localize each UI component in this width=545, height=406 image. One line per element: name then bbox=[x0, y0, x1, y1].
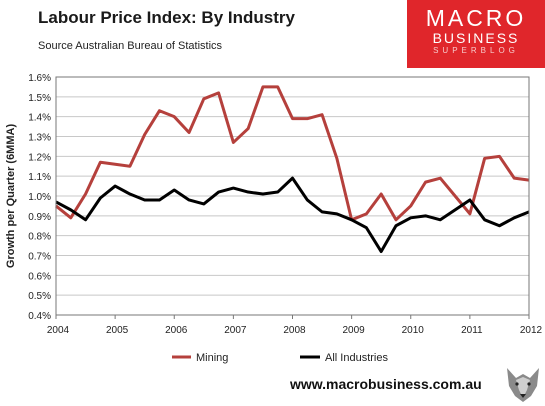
chart-title: Labour Price Index: By Industry bbox=[38, 8, 295, 27]
y-tick-label: 0.9% bbox=[28, 212, 51, 223]
series-line-mining bbox=[55, 85, 530, 222]
y-tick-label: 1.3% bbox=[28, 133, 51, 144]
y-tick-label: 1.0% bbox=[28, 192, 51, 203]
macrobusiness-logo: MACRO BUSINESS SUPERBLOG bbox=[407, 0, 545, 68]
y-axis-ticks: 0.4% 0.5% 0.6% 0.7% 0.8% 0.9% 1.0% 1.1% 1.2% 1.3%… bbox=[28, 73, 51, 322]
y-tick-label: 1.2% bbox=[28, 152, 51, 163]
legend-label-mining: Mining bbox=[196, 352, 228, 364]
logo-line-superblog: SUPERBLOG bbox=[433, 46, 519, 55]
x-tick-label: 2011 bbox=[461, 325, 483, 336]
logo-line-macro: MACRO bbox=[425, 5, 527, 31]
y-tick-label: 0.4% bbox=[28, 311, 51, 322]
x-tick-label: 2007 bbox=[224, 325, 247, 336]
y-tick-label: 1.4% bbox=[28, 113, 51, 124]
y-tick-label: 0.8% bbox=[28, 232, 51, 243]
wolf-head-icon bbox=[503, 364, 543, 404]
logo-line-business: BUSINESS bbox=[432, 30, 520, 46]
legend: Mining All Industries bbox=[172, 352, 388, 364]
x-tick-label: 2008 bbox=[283, 325, 306, 336]
x-tick-label: 2009 bbox=[343, 325, 366, 336]
series-lines bbox=[55, 85, 530, 254]
y-tick-label: 0.5% bbox=[28, 291, 51, 302]
website-url: www.macrobusiness.com.au bbox=[290, 376, 482, 392]
x-axis-ticks: 2004 2005 2006 2007 2008 2009 2010 2011 2012 bbox=[47, 315, 543, 336]
plot-area-frame bbox=[55, 76, 530, 316]
x-tick-label: 2004 bbox=[47, 325, 70, 336]
y-axis-label: Growth per Quarter (6MMA) bbox=[5, 124, 17, 269]
x-tick-label: 2012 bbox=[520, 325, 543, 336]
x-tick-label: 2010 bbox=[402, 325, 425, 336]
y-tick-label: 1.6% bbox=[28, 73, 51, 84]
gridlines bbox=[56, 76, 529, 316]
legend-label-all-industries: All Industries bbox=[325, 352, 388, 364]
y-tick-label: 0.7% bbox=[28, 252, 51, 263]
y-tick-label: 0.6% bbox=[28, 271, 51, 282]
series-line-all-industries bbox=[55, 176, 530, 254]
chart-source: Source Australian Bureau of Statistics bbox=[38, 40, 223, 52]
y-tick-label: 1.1% bbox=[28, 172, 51, 183]
x-tick-label: 2006 bbox=[165, 325, 188, 336]
x-tick-label: 2005 bbox=[106, 325, 129, 336]
y-tick-label: 1.5% bbox=[28, 93, 51, 104]
